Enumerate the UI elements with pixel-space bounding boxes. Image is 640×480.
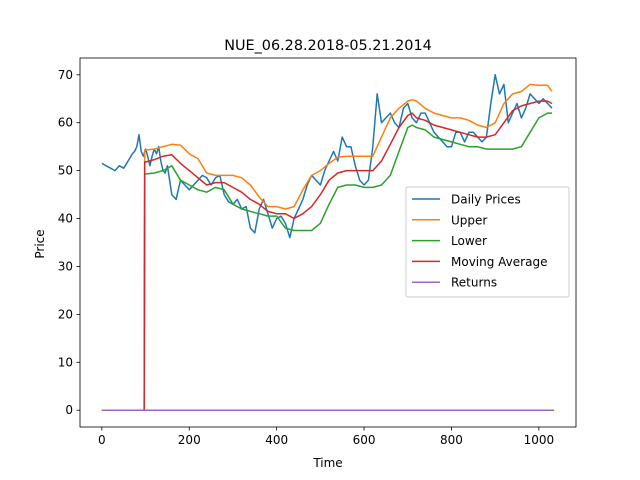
plot-area [101, 74, 555, 411]
y-tick-label: 30 [58, 259, 73, 273]
series-line-lower [101, 112, 552, 411]
y-tick-label: 50 [58, 164, 73, 178]
y-tick-label: 0 [65, 403, 73, 417]
y-tick-label: 70 [58, 68, 73, 82]
legend-entry-label: Daily Prices [451, 193, 521, 207]
series-line-upper [101, 83, 553, 411]
x-tick-label: 400 [265, 433, 288, 447]
plot-frame [79, 57, 577, 428]
x-tick-label: 0 [98, 433, 106, 447]
x-tick-label: 600 [353, 433, 376, 447]
axes: 0 200 400 600 800 1000 0 10 20 30 40 50 60 70 [58, 57, 577, 447]
legend: Daily Prices Upper Lower Moving Average Retu… [405, 186, 570, 298]
legend-entry-label: Returns [451, 276, 497, 290]
legend-entry-label: Moving Average [451, 255, 547, 269]
legend-box [405, 186, 570, 298]
y-tick-label: 40 [58, 212, 73, 226]
y-tick-label: 20 [58, 307, 73, 321]
x-tick-label: 1000 [524, 433, 555, 447]
legend-entry-label: Upper [451, 213, 487, 227]
x-axis-label: Time [312, 456, 342, 470]
series-line-moving-average [101, 100, 553, 411]
x-tick-label: 200 [178, 433, 201, 447]
chart-title: NUE_06.28.2018-05.21.2014 [224, 38, 432, 54]
x-tick-label: 800 [440, 433, 463, 447]
y-tick-label: 60 [58, 116, 73, 130]
y-axis-label: Price [33, 229, 47, 258]
legend-entry-label: Lower [451, 234, 487, 248]
y-tick-label: 10 [58, 355, 73, 369]
